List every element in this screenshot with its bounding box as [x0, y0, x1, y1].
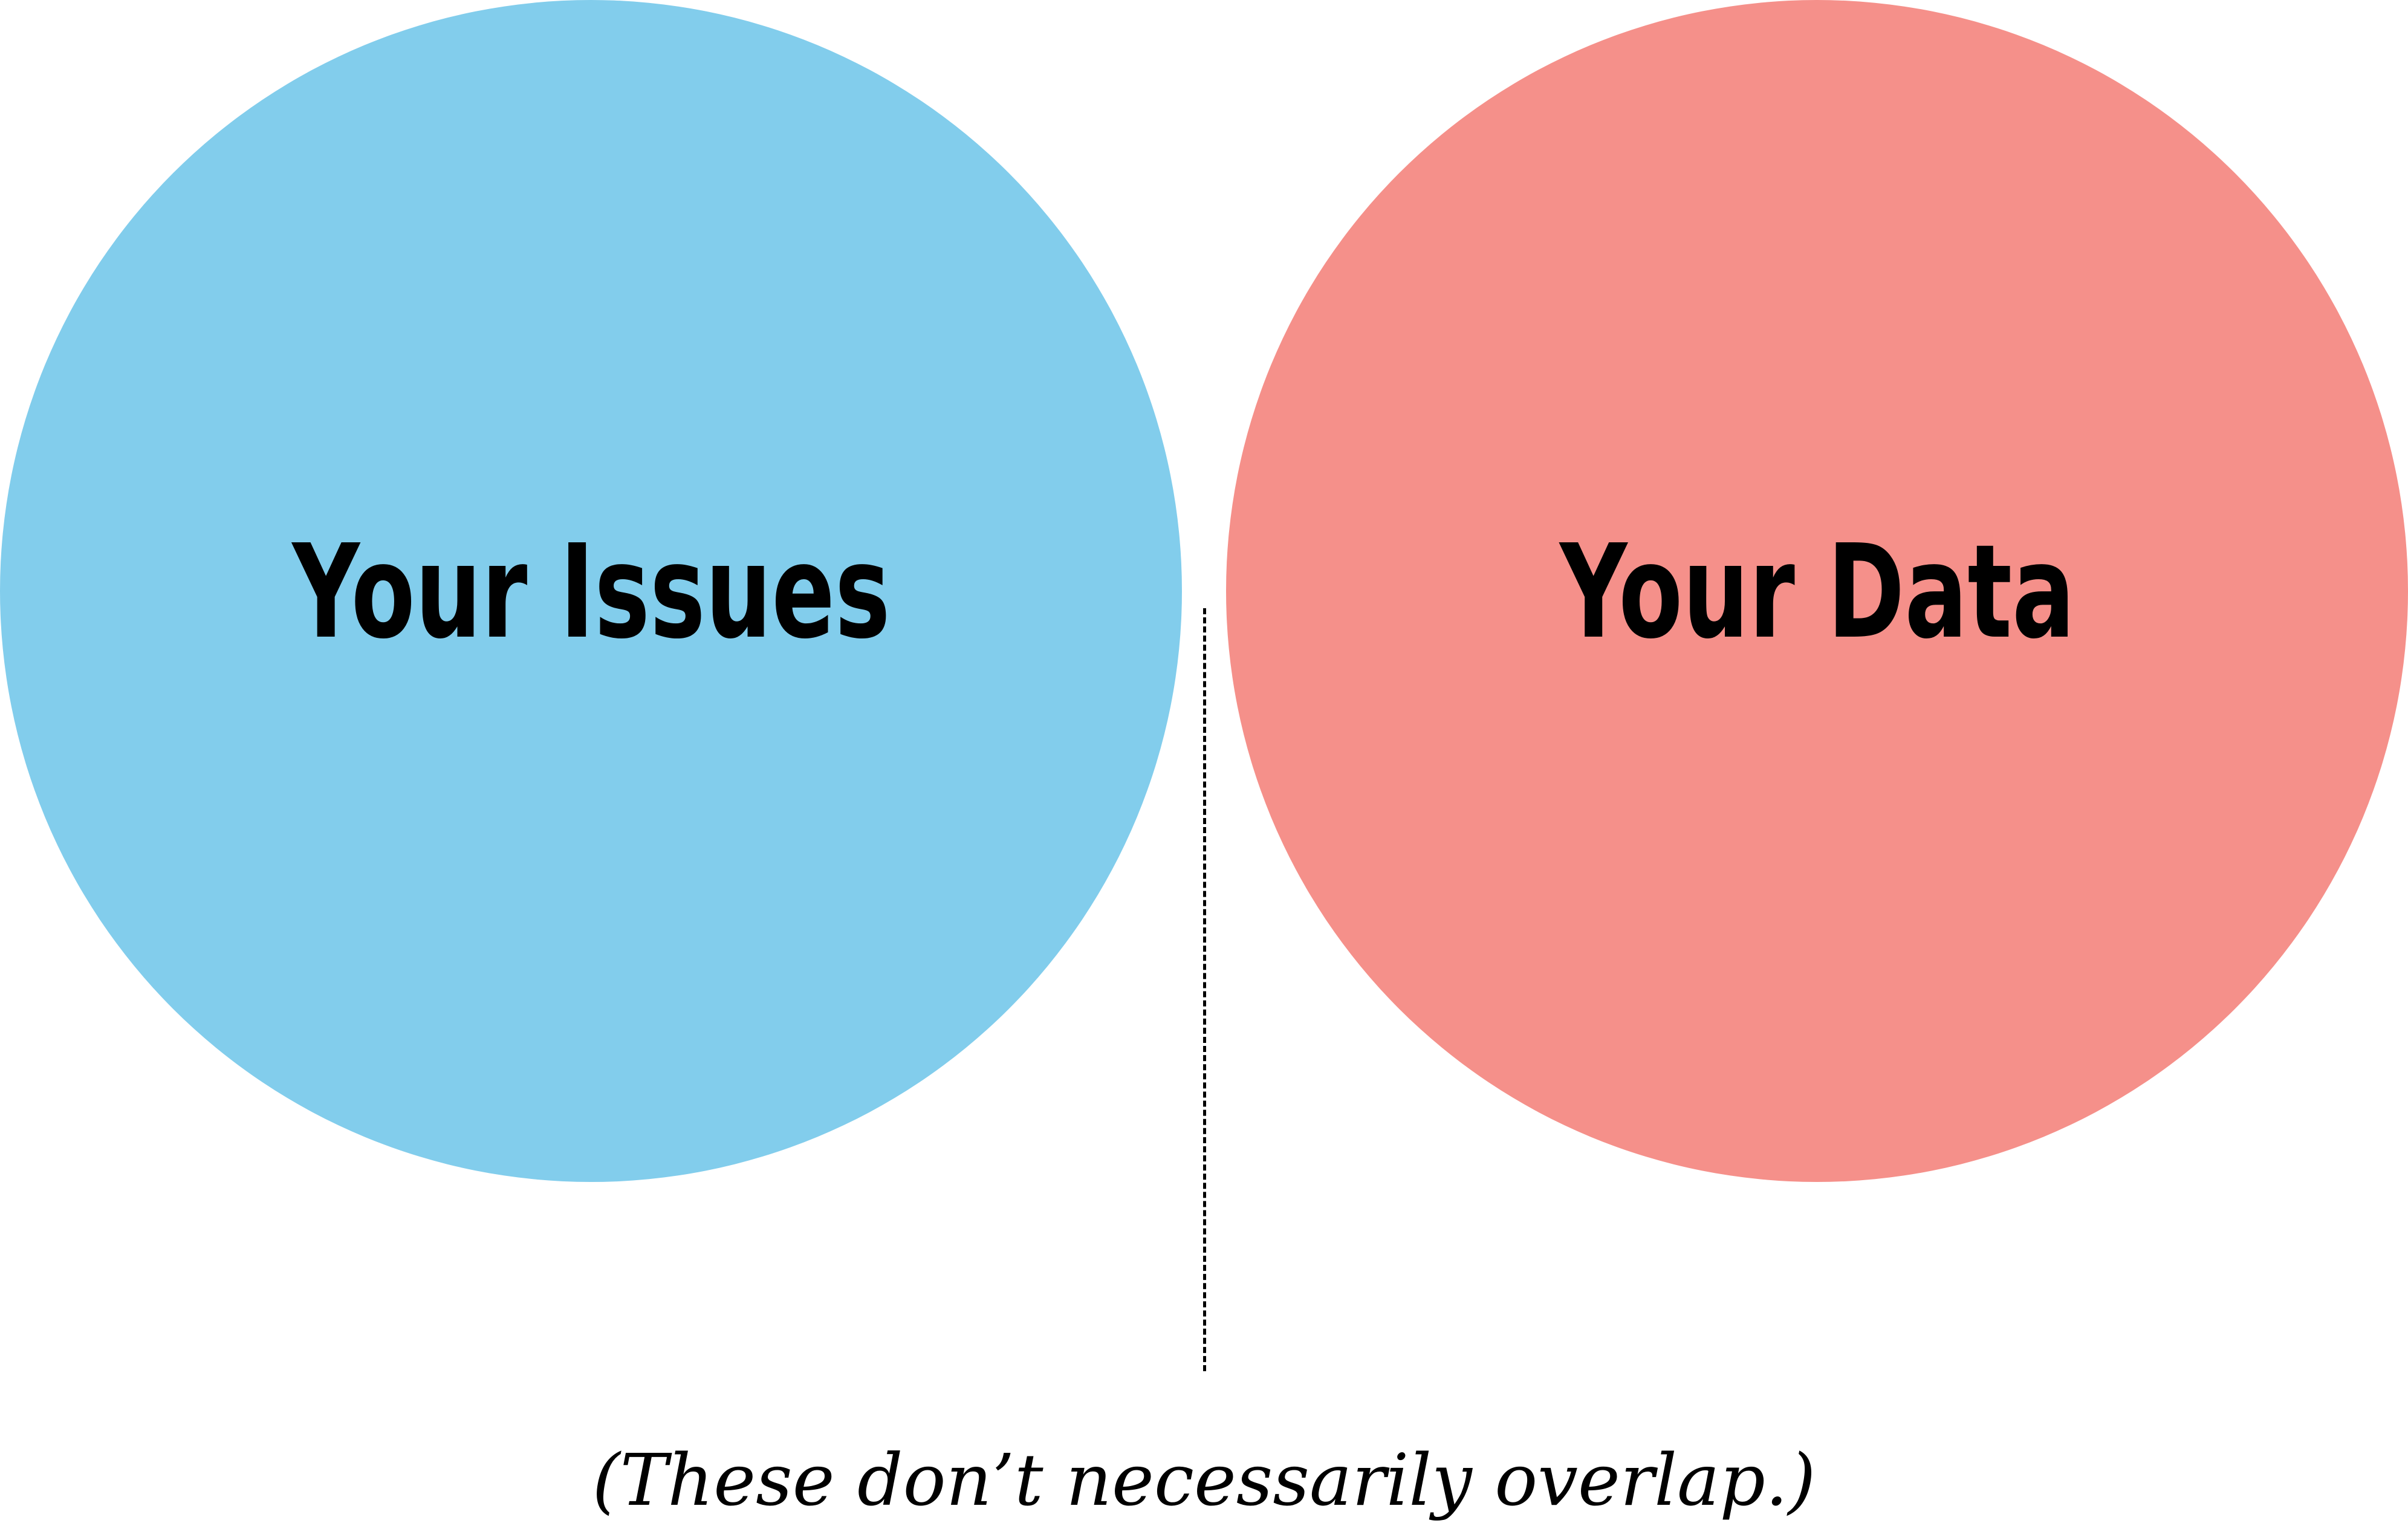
issues-label: Your Issues: [292, 517, 891, 667]
data-label: Your Data: [1559, 517, 2075, 667]
issues-circle: [0, 0, 1182, 1182]
caption: (These don’t necessarily overlap.): [592, 1438, 1816, 1522]
data-circle: [1226, 0, 2408, 1182]
dashed-divider: [1203, 608, 1206, 1371]
